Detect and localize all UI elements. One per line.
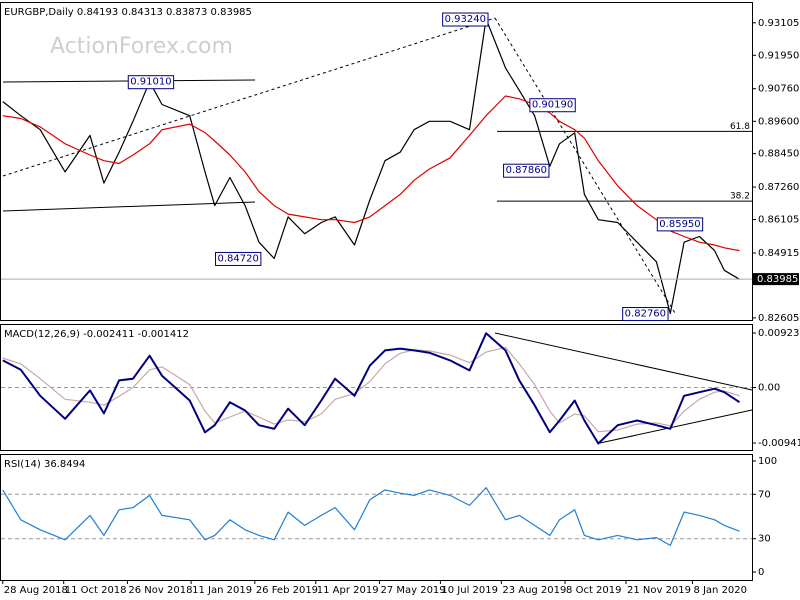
last-price-label: 0.83985	[757, 274, 798, 285]
panel-title: RSI(14) 36.8494	[4, 459, 85, 470]
y-tick-label: 0.93105	[758, 18, 799, 29]
fib-label: 38.2	[730, 192, 750, 202]
annotation-box	[215, 251, 262, 266]
y-tick-label: 0.82605	[758, 313, 799, 324]
x-tick-label: 10 Jul 2019	[441, 585, 498, 596]
x-tick-label: 27 May 2019	[380, 585, 445, 596]
panel-title: MACD(12,26,9) -0.002411 -0.001412	[4, 329, 189, 340]
trendline	[2, 201, 256, 212]
annotation-label: 0.84720	[218, 253, 259, 264]
series-line	[2, 487, 740, 546]
x-tick-label: 11 Jan 2019	[192, 585, 252, 596]
reading: 0.84313	[121, 7, 162, 18]
annotation-box	[442, 12, 489, 27]
trendlines	[2, 17, 753, 444]
rsi-frame	[0, 454, 753, 581]
annotation-box	[622, 307, 669, 322]
y-tick-label: 0.86105	[758, 215, 799, 226]
reading: 0.83873	[166, 7, 207, 18]
title-text: EURGBP,Daily	[4, 7, 74, 18]
trendline	[2, 17, 496, 177]
y-tick-label: 0.009237	[758, 328, 800, 339]
x-tick-label: 11 Apr 2019	[317, 585, 379, 596]
y-tick-label: 0.87260	[758, 182, 799, 193]
y-tick-label: 70	[758, 489, 771, 500]
x-tick-label: 11 Oct 2018	[65, 585, 127, 596]
annotation-box	[503, 163, 550, 178]
annotation-label: 0.82760	[625, 309, 666, 320]
y-tick-label: 100	[758, 456, 777, 467]
annotation-label: 0.90190	[532, 100, 573, 111]
annotation-box	[656, 217, 704, 232]
reading: 0.84193	[77, 7, 118, 18]
annotation-label: 0.85950	[659, 219, 700, 230]
series-line	[2, 18, 740, 315]
last-price-box	[753, 273, 799, 286]
x-tick-label: 8 Oct 2019	[566, 585, 621, 596]
annotation-box	[127, 75, 175, 90]
annotation-label: 0.93240	[445, 14, 486, 25]
y-tick-label: 30	[758, 534, 771, 545]
y-tick-label: 0	[758, 567, 764, 578]
title-text: MACD(12,26,9)	[4, 329, 80, 340]
x-tick-label: 26 Nov 2018	[128, 585, 192, 596]
series-line	[2, 332, 741, 445]
frames	[0, 2, 753, 581]
y-tick-label: 0.89600	[758, 116, 799, 127]
reading: -0.002411	[83, 329, 134, 340]
annotation-box	[529, 98, 576, 113]
watermark: ActionForex.com	[50, 34, 233, 59]
fib-label: 61.8	[730, 122, 750, 132]
reading: -0.001412	[138, 329, 189, 340]
reading: 36.8494	[44, 459, 85, 470]
x-tick-label: 8 Jan 2020	[693, 585, 747, 596]
title-text: RSI(14)	[4, 459, 41, 470]
y-tick-label: 0.00	[758, 383, 780, 394]
annotation-label: 0.87860	[506, 165, 547, 176]
x-tick-label: 26 Feb 2019	[256, 585, 318, 596]
reading: 0.83985	[211, 7, 252, 18]
trendline	[494, 332, 753, 391]
y-tick-label: 0.88450	[758, 149, 799, 160]
y-tick-label: 0.90760	[758, 84, 799, 95]
series-line	[2, 95, 740, 252]
series-line	[2, 346, 740, 433]
annotation-label: 0.91010	[130, 77, 171, 88]
price-frame	[0, 2, 753, 321]
x-tick-label: 21 Nov 2019	[627, 585, 691, 596]
x-tick-label: 23 Aug 2019	[502, 585, 566, 596]
y-tick-label: 0.91950	[758, 50, 799, 61]
panel-title: EURGBP,Daily 0.84193 0.84313 0.83873 0.8…	[4, 7, 252, 18]
y-tick-label: 0.84915	[758, 248, 799, 259]
y-tick-label: -0.009413	[758, 438, 800, 449]
trendline	[599, 409, 753, 444]
x-tick-label: 28 Aug 2018	[4, 585, 68, 596]
